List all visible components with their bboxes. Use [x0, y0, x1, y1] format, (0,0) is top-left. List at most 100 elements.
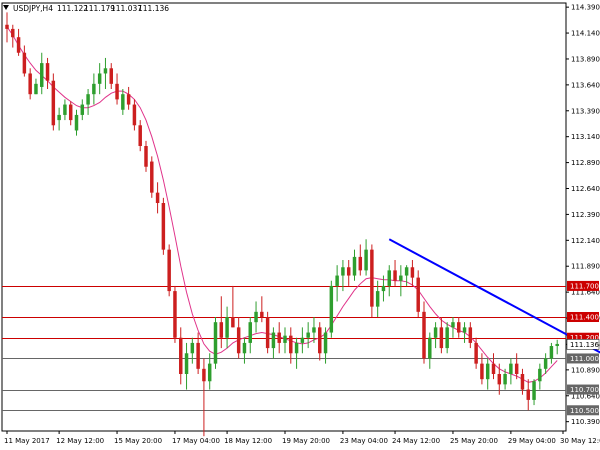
candle-body	[520, 374, 525, 390]
candle-body	[248, 322, 252, 343]
x-tick-label: 19 May 20:00	[282, 437, 330, 445]
candle-body	[155, 192, 160, 204]
candle-body	[503, 374, 507, 385]
x-tick-label: 25 May 20:00	[450, 437, 498, 445]
candle-body	[399, 275, 403, 281]
candle-body	[196, 342, 200, 369]
y-tick-label: 113.640	[571, 81, 600, 89]
candle-body	[219, 322, 224, 338]
candle-body	[335, 275, 339, 286]
moving-average-line	[6, 26, 558, 383]
candle-body	[213, 322, 218, 364]
current-price-box	[566, 339, 600, 350]
y-tick-label: 113.390	[571, 107, 600, 115]
candle-body	[509, 363, 513, 375]
y-tick-label: 112.140	[571, 237, 600, 245]
candle-body	[433, 327, 438, 338]
candle-body	[480, 363, 484, 380]
candle-body	[126, 94, 131, 105]
candle-body	[491, 363, 496, 375]
candle-body	[323, 332, 328, 354]
candle-body	[121, 94, 125, 110]
y-tick-label: 114.390	[571, 4, 600, 12]
x-tick-label: 30 May 12:00	[560, 437, 600, 445]
candle-body	[306, 332, 310, 338]
candle-body	[92, 83, 96, 95]
candle-body	[22, 52, 27, 74]
candle-body	[173, 291, 177, 338]
candle-body	[5, 24, 9, 29]
candle-body	[457, 322, 461, 333]
candle-body	[428, 337, 432, 359]
candle-body	[115, 83, 119, 100]
candle-body	[532, 381, 536, 400]
candle-body	[289, 335, 293, 354]
candle-body	[318, 327, 322, 354]
candle-body	[184, 353, 189, 375]
level-label: 110.500	[570, 407, 599, 415]
candle-body	[410, 267, 415, 278]
candle-body	[416, 277, 420, 312]
level-label-box	[567, 405, 599, 416]
y-tick-label: 114.140	[571, 30, 600, 38]
candle-body	[190, 342, 195, 354]
open-value: 111.122	[57, 4, 88, 13]
x-tick-label: 12 May 12:00	[56, 437, 104, 445]
level-label: 111.200	[570, 334, 599, 342]
candle-body	[265, 317, 270, 349]
candle-body	[294, 342, 299, 354]
x-tick-label: 15 May 20:00	[114, 437, 162, 445]
candle-body	[497, 374, 502, 385]
candle-body	[271, 332, 276, 349]
candle-body	[260, 311, 264, 318]
candle-body	[300, 337, 305, 343]
y-tick-label: 112.640	[571, 185, 600, 193]
candle-body	[346, 267, 351, 276]
candle-body	[358, 256, 363, 271]
candle-body	[28, 73, 32, 95]
candle-body	[526, 389, 530, 400]
level-label-box	[567, 312, 599, 323]
candle-body	[555, 343, 559, 347]
candle-body	[341, 267, 345, 276]
candle-body	[462, 327, 467, 333]
x-tick-label: 29 May 04:00	[508, 437, 556, 445]
candle-body	[40, 63, 44, 87]
close-value: 111.136	[138, 4, 169, 13]
candle-body	[225, 317, 229, 338]
dropdown-triangle-icon[interactable]	[3, 5, 9, 10]
candle-body	[57, 114, 61, 121]
candle-body	[80, 104, 85, 115]
candle-body	[543, 358, 548, 369]
candle-body	[451, 322, 455, 328]
candle-body	[381, 285, 386, 292]
y-tick-label: 110.640	[571, 392, 600, 400]
candle-body	[538, 368, 542, 382]
candle-body	[514, 363, 519, 375]
level-label-box	[567, 353, 599, 364]
candle-body	[375, 291, 380, 307]
plot-frame	[1, 2, 567, 432]
candle-body	[329, 285, 334, 333]
candle-body	[370, 249, 374, 307]
candle-body	[387, 270, 391, 286]
level-label: 111.400	[570, 314, 599, 322]
candle-body	[109, 68, 113, 84]
x-tick-label: 23 May 04:00	[340, 437, 388, 445]
candle-body	[242, 342, 247, 354]
y-tick-label: 113.890	[571, 55, 600, 63]
candle-body	[51, 80, 56, 126]
candle-body	[283, 335, 287, 343]
y-tick-label: 112.390	[571, 211, 600, 219]
candle-body	[445, 327, 449, 349]
candle-body	[364, 249, 368, 271]
y-tick-label: 112.890	[571, 159, 600, 167]
candle-body	[144, 146, 148, 167]
candle-body	[202, 368, 206, 382]
x-tick-label: 17 May 04:00	[172, 437, 220, 445]
x-tick-label: 11 May 2017	[4, 437, 50, 445]
candle-body	[45, 63, 50, 81]
candle-body	[236, 327, 241, 354]
candle-body	[485, 363, 490, 380]
